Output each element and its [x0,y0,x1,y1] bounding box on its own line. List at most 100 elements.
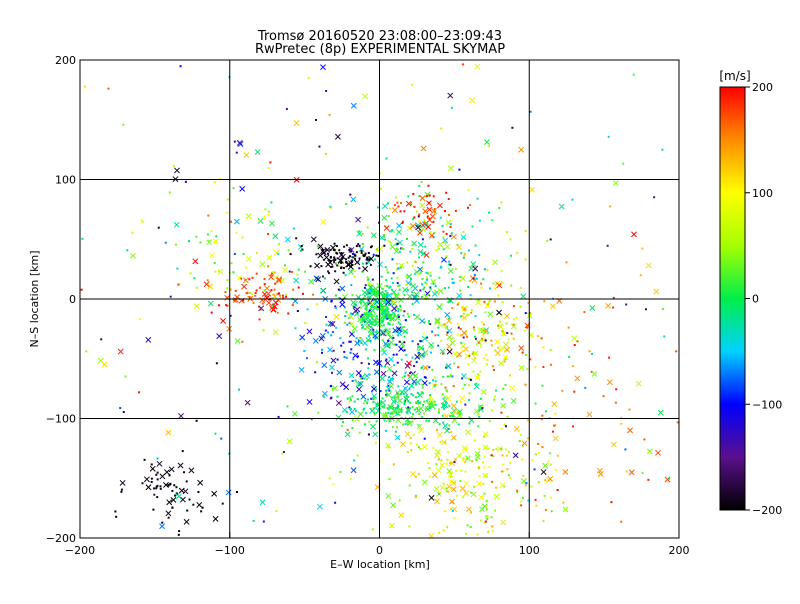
data-point-dot [392,230,395,233]
data-point-dot [471,352,474,355]
data-point-dot [462,496,465,499]
y-axis-label: N–S location [km] [28,250,41,347]
data-point-dot [420,366,423,369]
data-point-dot [639,274,642,277]
data-point-cross [317,252,324,259]
data-point-dot [412,433,415,436]
data-point-dot [459,334,462,337]
data-point-dot [365,412,368,415]
data-point-dot [364,399,367,402]
data-point-dot [397,313,400,316]
data-point-dot [431,368,434,371]
data-point-dot [401,247,404,250]
data-point-dot [412,394,415,397]
data-point-dot [392,463,395,466]
data-point-dot [491,530,494,533]
data-point-cross [591,370,598,377]
data-point-dot [361,270,364,273]
data-point-cross [217,268,224,275]
data-point-dot [368,309,371,312]
data-point-cross [356,230,363,237]
data-point-dot [385,279,388,282]
data-point-cross [513,425,520,432]
data-point-dot [418,273,421,276]
data-point-dot [435,463,438,466]
data-point-dot [367,310,370,313]
data-point-dot [156,496,159,499]
data-point-dot [424,376,427,379]
data-point-dot [463,252,466,255]
data-point-dot [492,448,495,451]
data-point-cross [510,397,517,404]
data-point-dot [477,373,480,376]
data-point-dot [417,215,420,218]
data-point-cross [206,239,213,246]
data-point-cross [440,256,447,263]
data-point-dot [239,277,242,280]
data-point-dot [302,292,305,295]
data-point-dot [393,396,396,399]
data-point-dot [346,397,349,400]
data-point-dot [403,326,406,329]
data-point-dot [358,267,361,270]
data-point-dot [391,396,394,399]
data-point-dot [343,350,346,353]
data-point-cross [348,313,354,320]
data-point-dot [286,405,289,408]
data-point-cross [445,395,452,402]
data-point-dot [422,332,425,335]
data-point-dot [124,375,127,378]
data-point-dot [177,283,180,286]
data-point-dot [174,243,177,246]
data-point-dot [501,398,504,401]
data-point-dot [397,385,400,388]
data-point-dot [426,223,429,226]
data-point-dot [484,311,487,314]
data-point-dot [299,249,302,252]
data-point-dot [439,216,442,219]
data-point-dot [505,322,508,325]
data-point-dot [379,302,382,305]
data-point-cross [437,202,443,209]
data-point-cross [450,479,457,486]
data-point-cross [196,501,203,508]
data-point-dot [358,244,361,247]
data-point-cross [494,350,501,356]
data-point-dot [385,301,388,304]
data-point-dot [381,300,384,303]
data-point-dot [389,207,392,210]
data-point-dot [428,366,431,369]
data-point-cross [450,434,457,441]
data-point-dot [414,396,417,399]
data-point-dot [398,340,401,343]
data-point-dot [483,455,486,458]
data-point-dot [494,287,497,290]
data-point-dot [389,300,392,303]
data-point-dot [491,480,494,483]
data-point-dot [330,300,333,303]
data-point-dot [426,399,429,402]
data-point-cross [188,467,195,474]
data-point-dot [483,300,486,303]
data-point-cross [463,346,469,353]
data-point-cross [385,492,392,499]
data-point-cross [476,480,483,487]
data-point-dot [522,496,525,499]
data-point-dot [620,416,623,419]
data-point-dot [331,265,334,268]
data-point-dot [258,219,261,222]
data-point-dot [381,287,384,290]
data-point-cross [469,97,476,104]
data-point-cross [364,324,371,331]
data-point-dot [522,474,525,477]
data-point-dot [360,302,363,305]
data-point-dot [389,412,392,415]
data-point-cross [360,393,367,400]
data-point-dot [487,447,490,450]
data-point-dot [241,340,244,343]
data-point-dot [397,407,400,410]
data-point-cross [391,207,398,214]
data-point-dot [343,356,346,359]
data-point-dot [411,248,414,251]
